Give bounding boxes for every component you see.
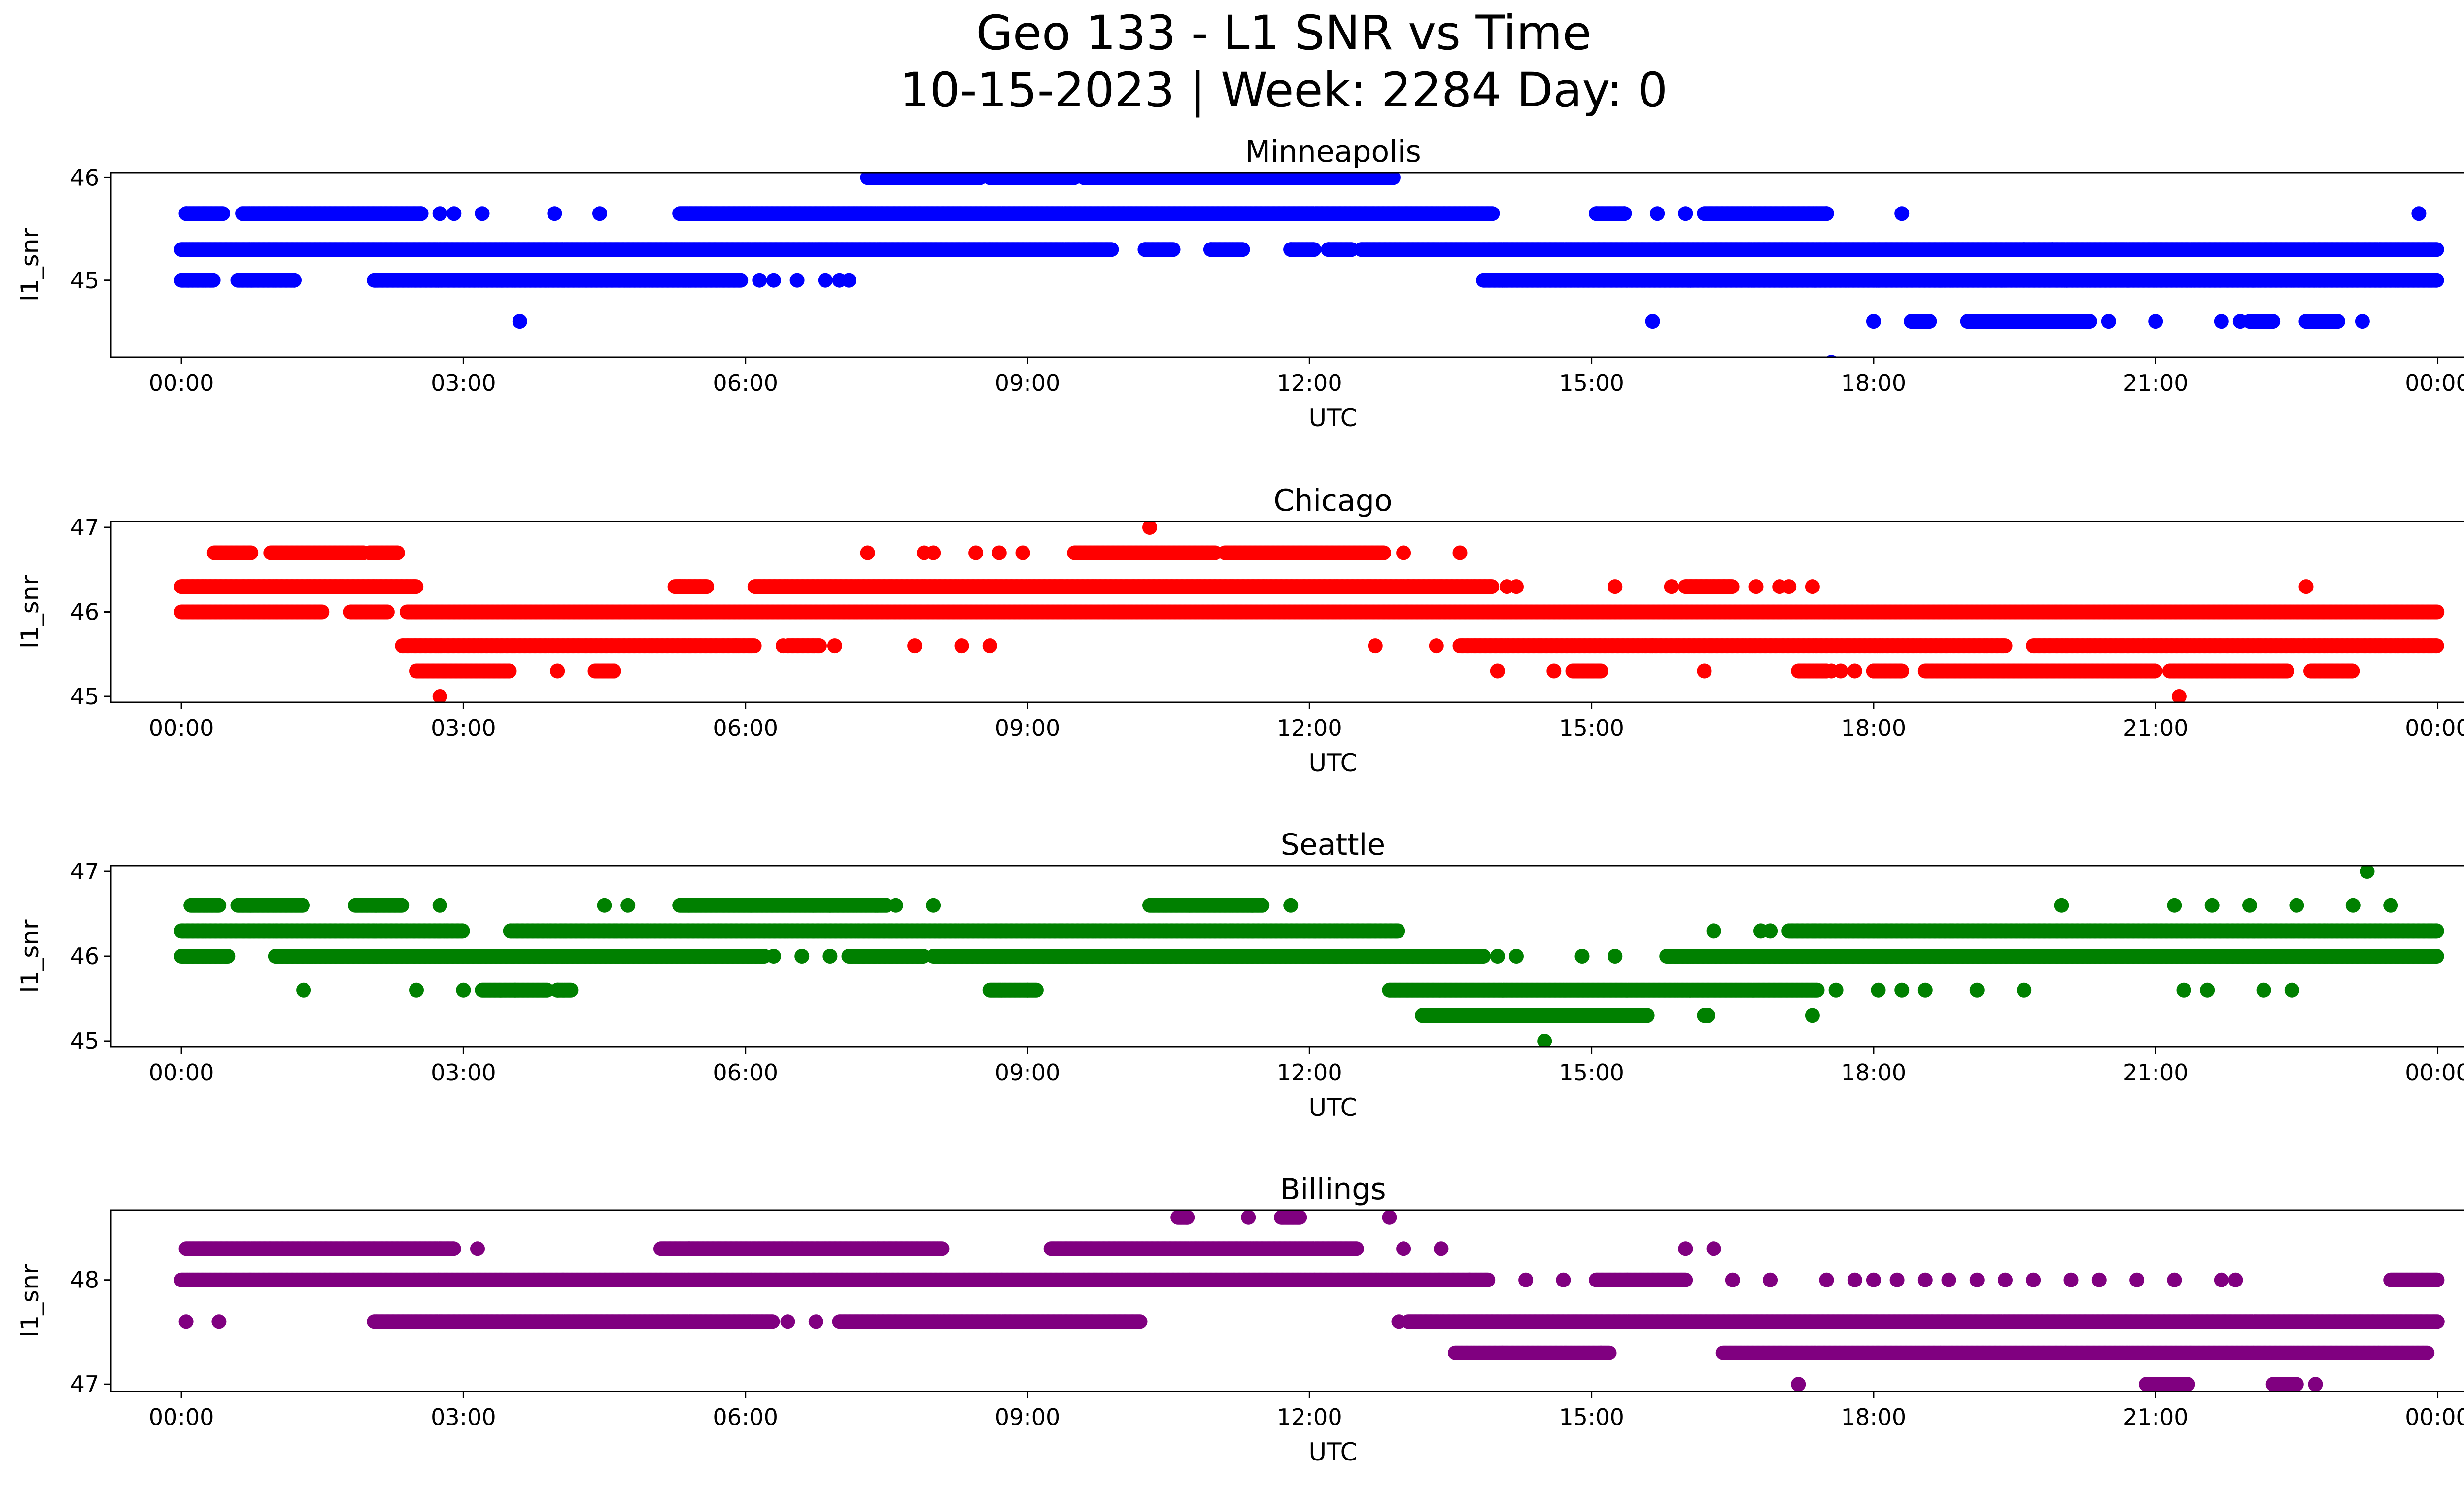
data-point xyxy=(547,206,562,221)
x-tick-label: 21:00 xyxy=(2123,370,2189,396)
data-point xyxy=(2082,314,2097,329)
data-point xyxy=(2148,314,2163,329)
data-point xyxy=(215,206,230,221)
panel-title: Chicago xyxy=(1273,484,1392,518)
data-point xyxy=(1819,206,1834,221)
data-point xyxy=(1617,206,1632,221)
y-tick-label: 46 xyxy=(70,164,99,191)
panel-minneapolis: Minneapolis 00:00 03:00 06:00 09:00 12:00 15:0… xyxy=(16,135,2464,432)
data-point xyxy=(1922,314,1937,329)
data-point xyxy=(446,206,462,221)
data-point xyxy=(1321,242,1336,257)
data-point xyxy=(2298,314,2314,329)
data-point xyxy=(178,206,194,221)
data-point xyxy=(475,206,490,221)
data-point xyxy=(1650,206,1665,221)
data-point xyxy=(1385,173,1401,185)
data-point xyxy=(1165,242,1181,257)
data-point xyxy=(205,273,221,288)
figure-title-line2: 10-15-2023 | Week: 2284 Day: 0 xyxy=(900,63,1668,118)
x-tick-label: 18:00 xyxy=(1841,370,1907,396)
data-point xyxy=(2101,314,2116,329)
data-point xyxy=(432,206,447,221)
data-point xyxy=(1485,206,1500,221)
x-tick-label: 00:00 xyxy=(2405,370,2464,396)
data-point xyxy=(1376,545,1391,560)
x-tick-label: 12:00 xyxy=(1277,370,1342,396)
data-point xyxy=(2232,314,2248,329)
data-point xyxy=(1645,314,1660,329)
data-point xyxy=(752,273,767,288)
data-point xyxy=(1104,242,1119,257)
data-point xyxy=(287,273,302,288)
panel-title: Minneapolis xyxy=(1245,135,1421,169)
x-tick-label: 15:00 xyxy=(1559,370,1624,396)
data-point xyxy=(413,206,429,221)
data-point xyxy=(243,545,259,560)
data-point xyxy=(512,314,527,329)
y-tick-label: 45 xyxy=(70,267,99,294)
data-point xyxy=(1235,242,1250,257)
data-point xyxy=(789,273,805,288)
data-point xyxy=(1203,242,1218,257)
data-point xyxy=(592,206,607,221)
data-point xyxy=(2355,314,2370,329)
data-point xyxy=(390,545,405,560)
data-point xyxy=(1678,206,1693,221)
series-markers xyxy=(174,173,2444,357)
data-point xyxy=(2429,273,2444,288)
data-point xyxy=(2045,242,2060,257)
data-point xyxy=(2265,314,2281,329)
data-point xyxy=(1283,242,1299,257)
data-point xyxy=(1894,206,1910,221)
data-point xyxy=(2330,314,2345,329)
panels: Minneapolis 00:00 03:00 06:00 09:00 12:00 15:0… xyxy=(16,135,2464,1466)
data-point xyxy=(733,273,749,288)
data-point xyxy=(1306,242,1322,257)
data-point xyxy=(841,273,856,288)
data-point xyxy=(2017,242,2032,257)
x-tick-label: 09:00 xyxy=(995,370,1061,396)
data-point xyxy=(2429,242,2444,257)
x-axis-label: UTC xyxy=(1308,404,1357,432)
x-tick-label: 03:00 xyxy=(431,370,496,396)
x-tick-label: 00:00 xyxy=(149,370,214,396)
figure-title-line1: Geo 133 - L1 SNR vs Time xyxy=(976,5,1592,61)
data-point xyxy=(2411,206,2427,221)
data-point xyxy=(1137,242,1153,257)
data-point xyxy=(1589,206,1604,221)
x-tick-label: 06:00 xyxy=(713,370,778,396)
y-axis-label: l1_snr xyxy=(16,228,44,302)
data-point xyxy=(1866,314,1881,329)
data-point xyxy=(766,273,781,288)
data-point xyxy=(2214,314,2229,329)
data-point xyxy=(818,273,833,288)
